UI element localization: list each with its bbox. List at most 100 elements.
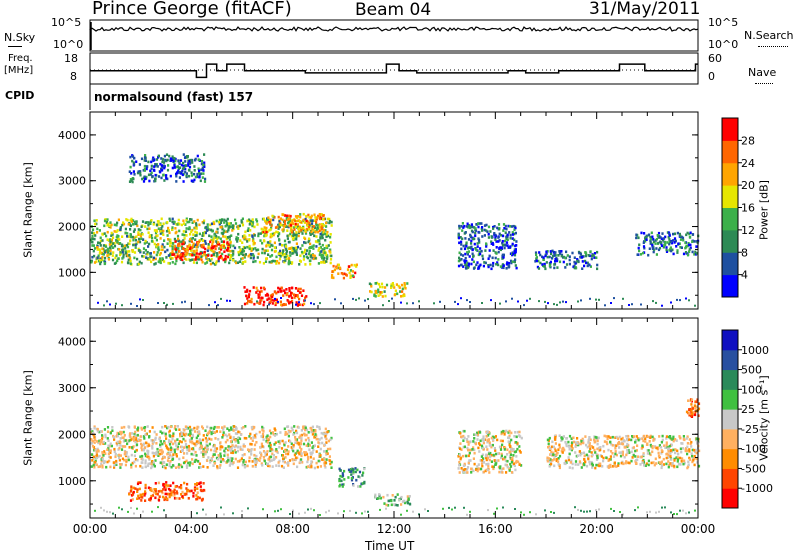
velocity-cell — [625, 438, 629, 441]
velocity-cell — [189, 429, 192, 433]
power-cell — [345, 274, 348, 277]
velocity-cell — [191, 440, 194, 443]
power-cell — [513, 228, 516, 231]
power-cell — [273, 259, 277, 263]
velocity-cell — [192, 447, 195, 450]
power-cell — [481, 302, 483, 304]
power-cell — [165, 153, 169, 156]
velocity-cell — [609, 465, 612, 469]
power-cell — [325, 235, 328, 238]
velocity-cell — [318, 453, 321, 457]
power-cell — [314, 216, 317, 219]
power-cell — [154, 173, 157, 177]
power-cell — [506, 238, 509, 241]
power-cell — [299, 287, 302, 291]
power-cell — [487, 233, 490, 236]
velocity-cell — [217, 454, 220, 457]
power-cell — [111, 258, 115, 262]
nsky-label: N.Sky — [4, 31, 36, 44]
velocity-cell — [119, 444, 122, 447]
power-cell — [183, 237, 186, 240]
velocity-cell — [201, 498, 204, 502]
power-cell — [121, 250, 124, 254]
power-cell — [145, 167, 148, 171]
power-cell — [309, 233, 312, 236]
velocity-cell — [175, 454, 178, 458]
power-cell — [554, 254, 557, 257]
velocity-cell — [681, 457, 684, 460]
velocity-cell — [518, 463, 521, 466]
power-cell — [149, 173, 153, 176]
power-cell — [664, 235, 667, 239]
power-cell — [379, 291, 382, 294]
velocity-cell — [113, 464, 116, 467]
power-cell — [129, 233, 132, 236]
velocity-cell — [285, 452, 288, 456]
velocity-cell — [669, 462, 672, 465]
power-cell — [258, 290, 261, 294]
velocity-cell — [587, 457, 590, 461]
power-cell — [283, 256, 286, 259]
velocity-cell — [502, 457, 505, 461]
power-cell — [208, 304, 210, 307]
velocity-cell — [481, 453, 484, 457]
power-cell — [247, 299, 250, 303]
power-cell — [305, 228, 308, 231]
velocity-cell — [159, 440, 162, 443]
velocity-cell — [277, 440, 280, 443]
velocity-cell — [602, 456, 605, 460]
velocity-cell — [582, 441, 585, 445]
velocity-cell — [155, 442, 158, 445]
power-cell — [581, 260, 584, 263]
power-cell — [205, 227, 208, 231]
velocity-cell — [560, 449, 563, 453]
power-cell — [213, 233, 216, 236]
velocity-cell — [252, 436, 255, 439]
velocity-cell — [476, 438, 479, 441]
velocity-cell — [145, 432, 148, 436]
velocity-cell — [92, 433, 95, 437]
power-cell — [673, 237, 677, 240]
power-cell — [279, 223, 282, 227]
velocity-cell — [603, 440, 606, 443]
power-cell — [202, 231, 205, 235]
freq-tick-high: 18 — [64, 52, 78, 65]
velocity-cell — [472, 440, 475, 443]
power-cell — [141, 233, 144, 236]
velocity-cell — [488, 471, 491, 474]
velocity-cell — [511, 459, 514, 463]
power-cell — [514, 250, 517, 254]
velocity-cell — [314, 433, 317, 436]
power-cell — [406, 302, 408, 305]
velocity-cell — [458, 463, 461, 467]
velocity-cell — [284, 441, 287, 444]
power-cell — [676, 298, 678, 301]
velocity-cell — [184, 432, 188, 436]
power-cell — [674, 239, 677, 243]
velocity-cell — [173, 450, 176, 454]
power-cell — [181, 233, 184, 236]
velocity-cell — [678, 435, 681, 438]
velocity-cell — [352, 472, 355, 476]
power-cell — [138, 163, 141, 166]
power-cell — [160, 248, 163, 251]
velocity-cell — [268, 441, 272, 445]
velocity-cell — [206, 432, 209, 436]
velocity-cell — [168, 455, 171, 459]
power-cell — [324, 238, 327, 242]
velocity-cell — [123, 425, 126, 429]
power-cell — [102, 244, 105, 247]
velocity-cell — [303, 453, 307, 457]
power-cell — [374, 291, 377, 294]
velocity-cell — [289, 430, 292, 433]
power-cell — [638, 243, 641, 247]
velocity-cell — [213, 449, 216, 453]
power-cell — [285, 288, 288, 291]
power-frame — [89, 111, 699, 310]
power-cell — [167, 226, 170, 230]
power-cell — [693, 253, 696, 256]
power-cell — [93, 261, 97, 264]
power-cell — [286, 292, 289, 296]
power-cell — [159, 259, 162, 263]
power-cell — [573, 260, 576, 264]
